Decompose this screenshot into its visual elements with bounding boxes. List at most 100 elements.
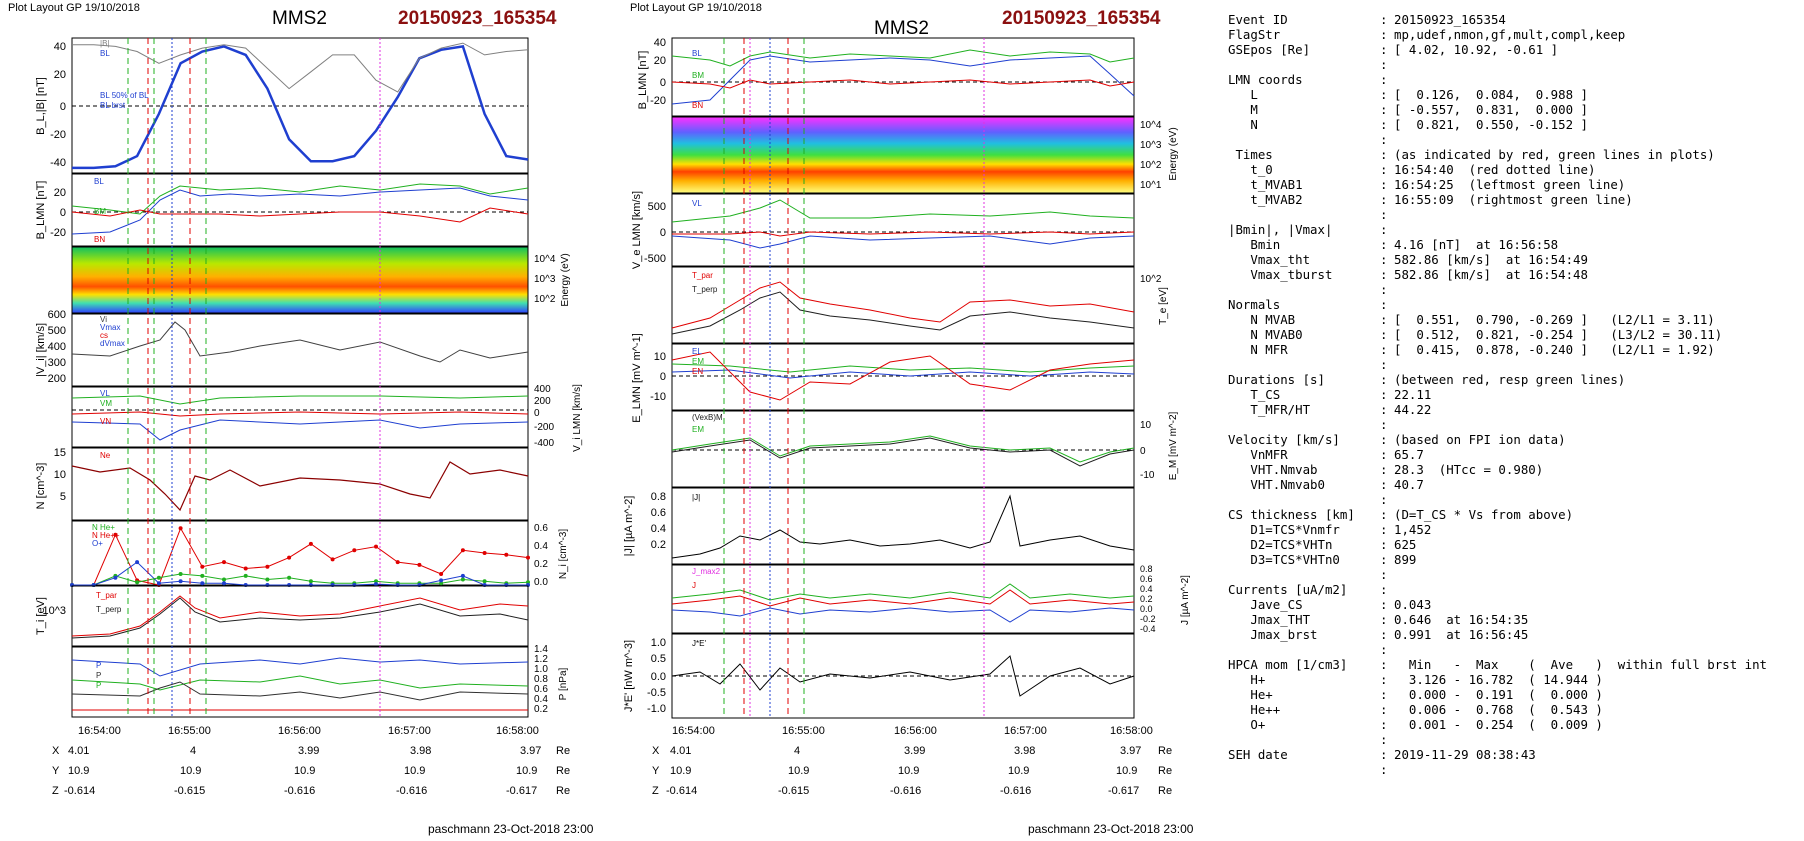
- info-row: Durations [s]: (between red, resp green l…: [1228, 372, 1798, 387]
- left-hpca-ytick-3: 0.2: [534, 559, 548, 570]
- info-colon: :: [1380, 582, 1388, 597]
- info-label: [1228, 492, 1380, 507]
- left-p-ytick-3: 1.0: [534, 664, 548, 675]
- info-colon: :: [1380, 672, 1388, 687]
- mid-jcomp-ylabel: J [µA m^-2]: [1180, 575, 1191, 625]
- left-hpca-point: [504, 552, 509, 557]
- mid-electron-spectrogram: [671, 116, 1135, 194]
- info-row: Bmin:4.16 [nT] at 16:56:58: [1228, 237, 1798, 252]
- left-hpca-point: [222, 581, 226, 586]
- mid-spec-ytick-3: 10^2: [1140, 160, 1162, 171]
- left-time-tick-4: 16:57:00: [388, 725, 431, 737]
- info-row: VHT.Nmvab:28.3 (HTcc = 0.980): [1228, 462, 1798, 477]
- left-bl-ytick-3: 0: [60, 101, 66, 113]
- mid-j-ytick-4: 0.2: [651, 539, 666, 551]
- left-pos-unit-y: Re: [556, 765, 570, 777]
- info-colon: :: [1380, 732, 1388, 747]
- left-hpca-point: [439, 578, 444, 583]
- info-colon: :: [1380, 597, 1388, 612]
- mid-pos-y-3: 10.9: [898, 765, 919, 777]
- left-hpca-point: [135, 560, 140, 565]
- info-colon: :: [1380, 402, 1388, 417]
- info-colon: :: [1380, 477, 1388, 492]
- info-value: [ 0.512, 0.821, -0.254 ] (L3/L2 = 30.11): [1394, 327, 1723, 342]
- info-value: 40.7: [1394, 477, 1424, 492]
- left-pos-z-5: -0.617: [506, 785, 537, 797]
- left-bl-ytick-5: -40: [50, 157, 66, 169]
- info-colon: :: [1380, 657, 1388, 672]
- mid-blmn-bm-line: [671, 49, 1135, 67]
- info-value: 16:55:09 (rightmost green line): [1394, 192, 1633, 207]
- info-colon: :: [1380, 42, 1388, 57]
- mid-te-ytick-1: 10^2: [1140, 274, 1162, 285]
- left-blmn-legend-1: BL: [94, 177, 104, 186]
- info-value: 22.11: [1394, 387, 1432, 402]
- left-vi-ytick-2: 500: [48, 325, 66, 337]
- mid-spec-ytick-2: 10^3: [1140, 140, 1162, 151]
- mid-pos-label-y: Y: [652, 765, 660, 777]
- info-colon: :: [1380, 702, 1388, 717]
- info-colon: :: [1380, 27, 1388, 42]
- mid-elmn-ylabel: E_LMN [mV m^-1]: [631, 333, 643, 423]
- info-row: LMN coords:: [1228, 72, 1798, 87]
- mid-panel-em-frame: [671, 410, 1135, 488]
- info-value: [ 0.821, 0.550, -0.152 ]: [1394, 117, 1588, 132]
- left-vilmn-ytick-5: -400: [534, 438, 554, 449]
- left-n-ylabel: N [cm^-3]: [35, 463, 47, 510]
- mid-jcomp-ytick-2: 0.6: [1140, 574, 1153, 584]
- left-vi-ytick-3: 400: [48, 341, 66, 353]
- mid-jcomp-blue-line: [671, 607, 1135, 623]
- mid-jcomp-green-line: [671, 583, 1135, 601]
- info-label: [1228, 282, 1380, 297]
- info-label: [1228, 732, 1380, 747]
- left-hpca-point: [200, 564, 205, 569]
- left-blmn-ytick-2: 0: [60, 207, 66, 219]
- info-colon: :: [1380, 177, 1388, 192]
- left-p-ytick-2: 1.2: [534, 654, 548, 665]
- left-time-tick-1: 16:54:00: [78, 725, 121, 737]
- info-row: D3=TCS*VHTn0:899: [1228, 552, 1798, 567]
- info-colon: :: [1380, 612, 1388, 627]
- left-hpca-point: [439, 572, 444, 576]
- left-vi-legend-3: cs: [100, 331, 108, 340]
- info-row: Normals:: [1228, 297, 1798, 312]
- info-row: t_MVAB1:16:54:25 (leftmost green line): [1228, 177, 1798, 192]
- left-t-perp-line: [71, 597, 529, 639]
- left-time-tick-3: 16:56:00: [278, 725, 321, 737]
- mid-time-tick-5: 16:58:00: [1110, 725, 1153, 737]
- info-row: Event ID:20150923_165354: [1228, 12, 1798, 27]
- info-value: 1,452: [1394, 522, 1432, 537]
- info-label: Jmax_THT: [1228, 612, 1311, 627]
- left-hpca-legend-2: N He++: [92, 531, 120, 540]
- info-label: LMN coords: [1228, 72, 1303, 87]
- info-colon: :: [1380, 462, 1388, 477]
- left-spacecraft-label: MMS2: [272, 8, 327, 29]
- left-spec-ylabel: Energy (eV): [560, 253, 571, 306]
- left-bl-ytick-2: 20: [54, 69, 66, 81]
- left-bl-legend-3: BL 50% of BL: [100, 91, 149, 100]
- left-bl-legend-2: BL: [100, 49, 110, 58]
- info-label: VHT.Nmvab: [1228, 462, 1318, 477]
- info-colon: :: [1380, 252, 1388, 267]
- left-hpca-ytick-1: 0.6: [534, 523, 548, 534]
- info-colon: :: [1380, 267, 1388, 282]
- left-hpca-point: [178, 526, 183, 531]
- left-vilmn-legend-1: VL: [100, 389, 110, 398]
- left-panel-t-frame: [71, 585, 529, 647]
- info-label: Event ID: [1228, 12, 1288, 27]
- info-label: D3=TCS*VHTn0: [1228, 552, 1340, 567]
- info-label: Times: [1228, 147, 1273, 162]
- info-colon: :: [1380, 72, 1388, 87]
- left-t-ylabel: T_i [eV]: [35, 597, 47, 635]
- info-value: [1394, 582, 1798, 597]
- mid-em-em-line: [671, 435, 1135, 463]
- mid-ve-ytick-3: -500: [644, 253, 666, 265]
- left-p-ytick-4: 0.8: [534, 674, 548, 685]
- mid-je-ytick-1: 1.0: [651, 637, 666, 649]
- left-hpca-point: [460, 573, 465, 578]
- info-value: 582.86 [km/s] at 16:54:48: [1394, 267, 1588, 282]
- info-colon: :: [1380, 297, 1388, 312]
- mid-em-ylabel: E_M [mV m^-2]: [1168, 411, 1179, 480]
- info-row: Times: (as indicated by red, green lines …: [1228, 147, 1798, 162]
- left-hpca-point: [222, 577, 226, 582]
